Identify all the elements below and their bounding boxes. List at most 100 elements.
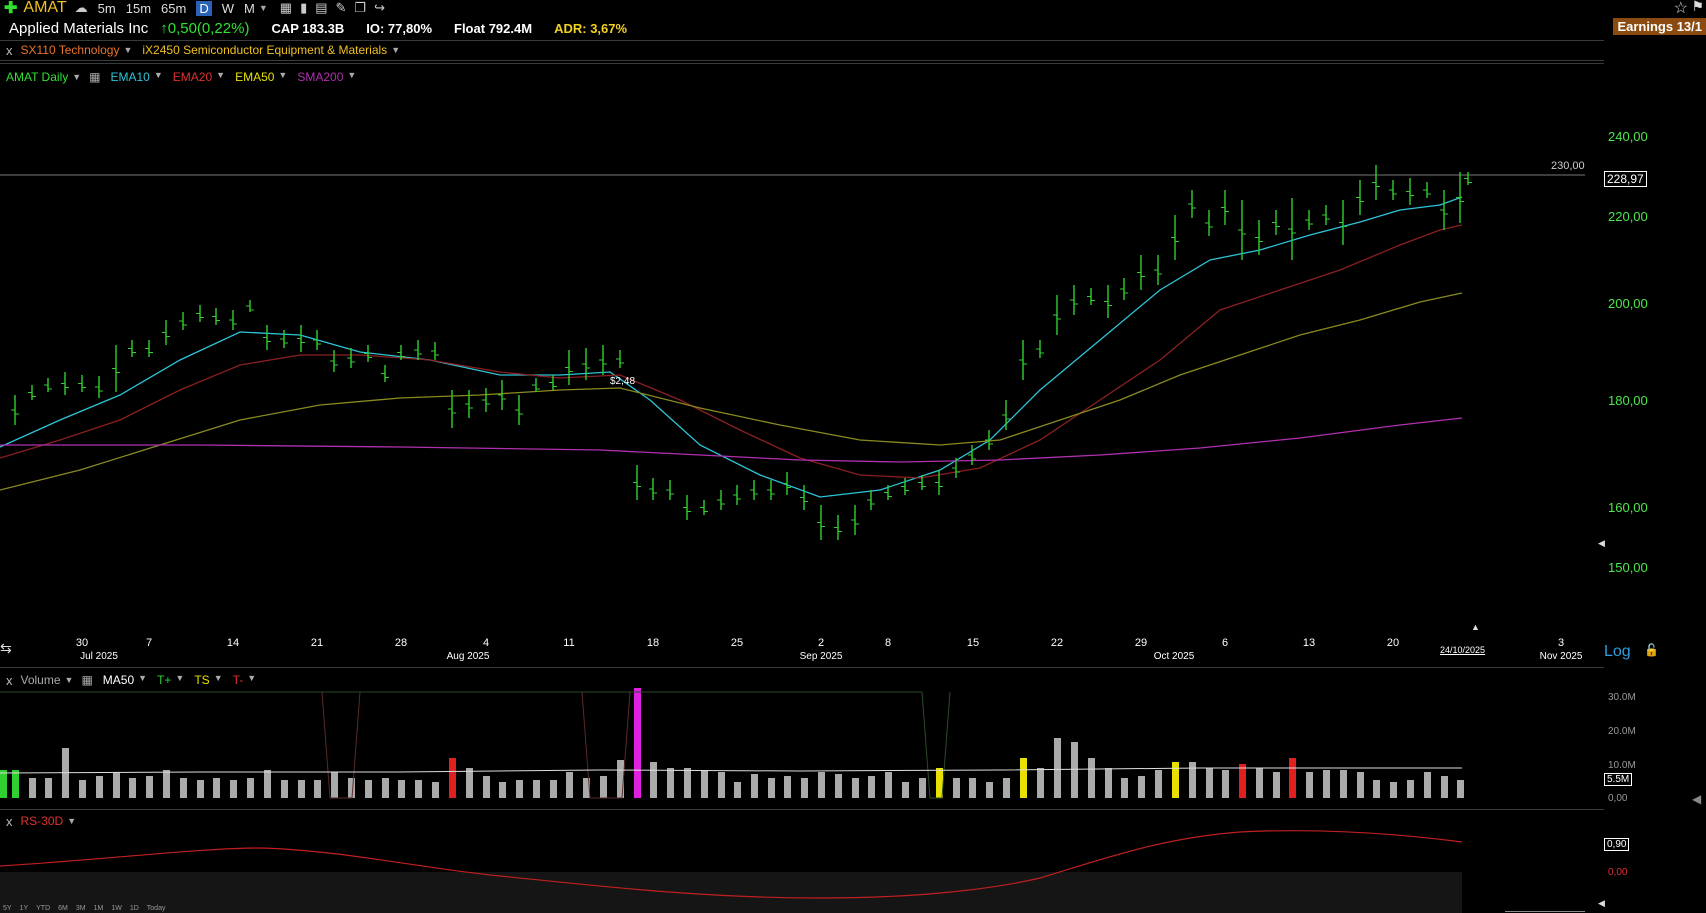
sector-label[interactable]: SX110 Technology <box>20 43 120 57</box>
range-6m[interactable]: 6M <box>58 904 68 912</box>
range-ytd[interactable]: YTD <box>36 904 51 912</box>
date-axis-day-label: 14 <box>226 637 240 649</box>
calculator-icon[interactable]: ▤ <box>315 0 328 15</box>
price-axis-label: 200,00 <box>1608 296 1648 311</box>
timeframe-5m[interactable]: 5m <box>97 0 116 16</box>
chart-style-icon[interactable]: ▦ <box>279 0 293 15</box>
close-rs-button[interactable]: x <box>6 813 13 829</box>
volume-bar <box>1273 772 1280 798</box>
indicator-grid-icon[interactable]: ▦ <box>89 70 101 84</box>
date-axis-day-label: 4 <box>482 637 490 649</box>
range-5y[interactable]: 5Y <box>3 904 12 912</box>
indicator-ema10[interactable]: EMA10 <box>110 70 150 84</box>
volume-grid-icon[interactable]: ▦ <box>81 673 93 687</box>
symbol-label[interactable]: AMAT <box>23 0 67 16</box>
price-axis-label: 160,00 <box>1608 500 1648 515</box>
timeframe-dropdown-icon[interactable]: ▼ <box>258 3 268 13</box>
volume-indicator-dropdown-icon[interactable]: ▼ <box>247 673 257 683</box>
volume-indicator-0[interactable]: MA50 <box>102 673 135 687</box>
earnings-badge[interactable]: Earnings 13/1 <box>1613 18 1706 35</box>
date-axis-month-label: Aug 2025 <box>446 651 490 662</box>
range-3m[interactable]: 3M <box>75 904 86 912</box>
rs-dropdown-icon[interactable]: ▼ <box>67 816 77 826</box>
volume-indicator-2[interactable]: TS <box>194 673 210 687</box>
volume-bar <box>1054 738 1061 798</box>
industry-dropdown-icon[interactable]: ▼ <box>391 45 401 55</box>
rs-panel-header: x RS-30D ▼ <box>0 813 76 829</box>
volume-bar <box>1189 762 1196 798</box>
indicator-dropdown-icon[interactable]: ▼ <box>278 70 288 80</box>
company-name: Applied Materials Inc <box>9 19 149 37</box>
volume-indicator-3[interactable]: T- <box>232 673 244 687</box>
volume-bar <box>382 778 389 798</box>
scroll-arrows-icon[interactable]: ⇆ <box>0 640 12 656</box>
sector-dropdown-icon[interactable]: ▼ <box>123 45 133 55</box>
share-icon[interactable]: ↪ <box>374 0 385 15</box>
volume-bar <box>1289 758 1296 798</box>
timeframe-15m[interactable]: 15m <box>125 0 152 16</box>
last-price-badge: 228,97 <box>1604 171 1647 187</box>
volume-bar <box>1037 768 1044 798</box>
range-1y[interactable]: 1Y <box>19 904 29 912</box>
volume-chart[interactable] <box>0 680 1604 810</box>
volume-bar <box>768 778 775 798</box>
volume-bar <box>79 780 86 798</box>
volume-bar <box>566 772 573 798</box>
current-date-label: 24/10/2025 <box>1440 645 1486 655</box>
lock-icon[interactable]: 🔓 <box>1644 643 1659 657</box>
pencil-icon[interactable]: ✎ <box>335 0 347 15</box>
price-chart[interactable] <box>0 0 1604 660</box>
moving-average-line <box>0 224 1463 479</box>
current-date-marker-icon: ▲ <box>1471 622 1480 632</box>
industry-label[interactable]: iX2450 Semiconductor Equipment & Materia… <box>142 43 388 57</box>
scroll-right-icon[interactable]: ◀ <box>1692 792 1702 806</box>
indicator-ema20[interactable]: EMA20 <box>172 70 213 84</box>
star-icon[interactable]: ☆ <box>1673 0 1688 17</box>
timeframe-m[interactable]: M <box>244 0 255 16</box>
volume-axis-label: 0,00 <box>1608 793 1628 804</box>
volume-indicator-dropdown-icon[interactable]: ▼ <box>138 673 148 683</box>
volume-indicator-dropdown-icon[interactable]: ▼ <box>175 673 185 683</box>
chart-title-dropdown-icon[interactable]: ▼ <box>72 72 82 82</box>
volume-bar <box>499 782 506 798</box>
volume-bar <box>483 776 490 798</box>
price-axis-label: 240,00 <box>1608 129 1648 144</box>
spray-icon[interactable]: ☁ <box>74 0 88 15</box>
volume-bar <box>818 772 825 798</box>
chart-title[interactable]: AMAT Daily <box>6 70 69 84</box>
range-1m[interactable]: 1M <box>93 904 104 912</box>
indicator-ema50[interactable]: EMA50 <box>235 70 275 84</box>
range-1w[interactable]: 1W <box>111 904 122 912</box>
range-1d[interactable]: 1D <box>129 904 139 912</box>
volume-bar <box>1121 778 1128 798</box>
annotation-label: $2,48 <box>610 376 636 387</box>
volume-bar <box>801 778 808 798</box>
range-today[interactable]: Today <box>146 904 166 912</box>
indicator-sma200[interactable]: SMA200 <box>297 70 344 84</box>
close-sector-button[interactable]: x <box>6 42 13 58</box>
moving-average-line <box>0 292 1463 491</box>
timeframe-65m[interactable]: 65m <box>161 0 187 16</box>
timeframe-w[interactable]: W <box>221 0 234 16</box>
volume-ma-badge: 5.5M <box>1604 773 1633 786</box>
add-symbol-icon[interactable]: ✚ <box>4 0 18 17</box>
rs-title[interactable]: RS-30D <box>20 814 64 828</box>
indicator-dropdown-icon[interactable]: ▼ <box>347 70 357 80</box>
timeframe-d[interactable]: D <box>196 0 212 16</box>
close-volume-button[interactable]: x <box>6 672 13 688</box>
layers-icon[interactable]: ❐ <box>354 0 367 15</box>
flag-icon[interactable]: ⚑ <box>1691 0 1704 14</box>
bar-chart-icon[interactable]: ▮ <box>300 0 308 15</box>
volume-title[interactable]: Volume <box>20 673 61 687</box>
volume-bar <box>835 774 842 798</box>
volume-bar <box>1256 768 1263 798</box>
volume-indicator-dropdown-icon[interactable]: ▼ <box>213 673 223 683</box>
rs-chart[interactable] <box>0 820 1604 913</box>
indicator-dropdown-icon[interactable]: ▼ <box>153 70 163 80</box>
volume-indicator-1[interactable]: T+ <box>157 673 172 687</box>
volume-bar <box>600 776 607 798</box>
log-scale-button[interactable]: Log <box>1604 643 1631 660</box>
date-axis-day-label: 8 <box>884 637 892 649</box>
volume-dropdown-icon[interactable]: ▼ <box>64 675 74 685</box>
indicator-dropdown-icon[interactable]: ▼ <box>216 70 226 80</box>
